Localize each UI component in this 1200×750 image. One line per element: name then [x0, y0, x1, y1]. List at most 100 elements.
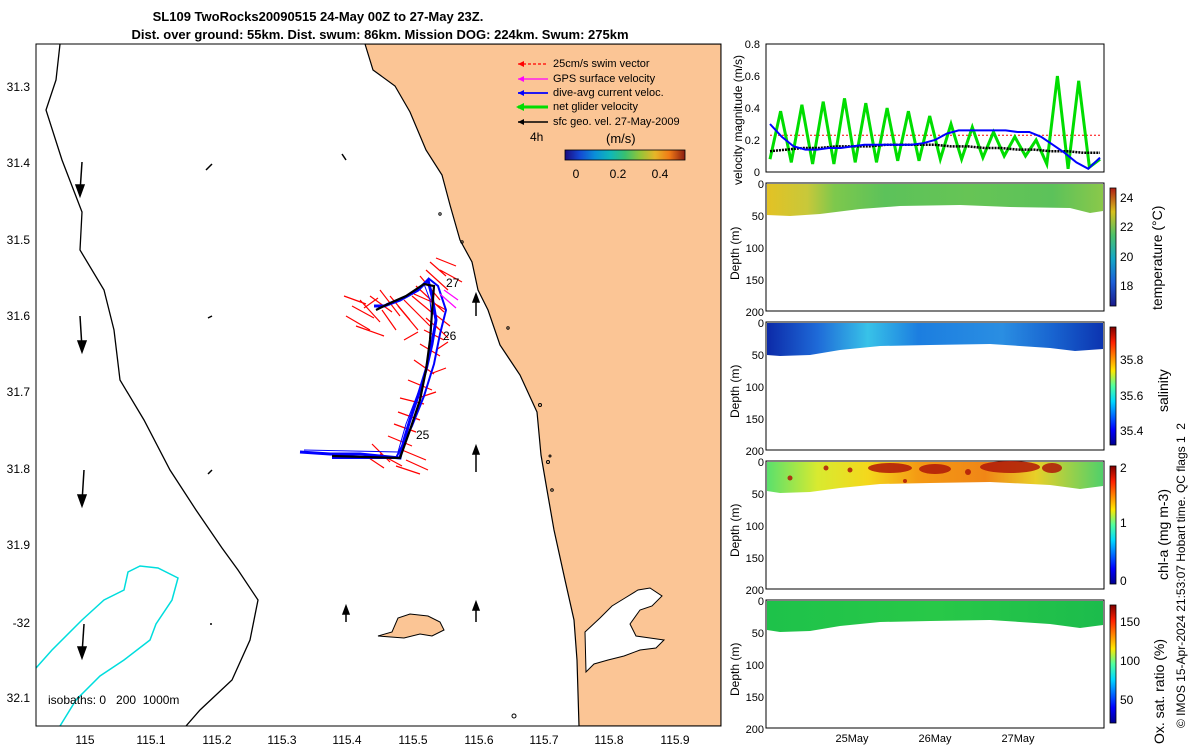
salinity-ylabel: Depth (m) [728, 365, 742, 418]
figure-title-line2: Dist. over ground: 55km. Dist. swum: 86k… [131, 27, 628, 42]
temperature-cbar-label: temperature (°C) [1149, 206, 1165, 310]
salinity-ytick: 100 [746, 382, 764, 394]
map-xtick: 115.4 [332, 733, 361, 747]
chla-ytick: 0 [758, 457, 764, 469]
velocity-ylabel: velocity magnitude (m/s) [731, 55, 745, 185]
figure-footer: © IMOS 15-Apr-2024 21:53:07 Hobart time.… [1174, 423, 1188, 728]
chla-ylabel: Depth (m) [728, 504, 742, 557]
map-legend: 25cm/s swim vector GPS surface velocity … [516, 58, 686, 181]
map-ytick: 31.4 [7, 156, 31, 170]
salinity-ytick: 0 [758, 318, 764, 330]
figure-title-line1: SL109 TwoRocks20090515 24-May 00Z to 27-… [153, 9, 484, 24]
legend-dive-avg: dive-avg current veloc. [553, 87, 664, 99]
map-hour-label: 4h [530, 130, 543, 144]
temperature-panel: 18 20 22 24 temperature (°C) Depth (m) 0… [728, 179, 1165, 319]
map-ytick: -32 [13, 616, 31, 630]
oxygen-ctick: 150 [1120, 615, 1140, 629]
chla-ctick: 1 [1120, 516, 1127, 530]
salinity-field [767, 323, 1103, 356]
map-xtick: 115.8 [594, 733, 623, 747]
map-reef-specks [438, 212, 554, 719]
map-xtick: 115.3 [267, 733, 296, 747]
temperature-ytick: 100 [746, 243, 764, 255]
chla-ytick: 100 [746, 521, 764, 533]
chla-ytick: 200 [746, 585, 764, 597]
temperature-ctick: 24 [1120, 191, 1134, 205]
oxygen-ctick: 100 [1120, 654, 1140, 668]
temperature-ctick: 18 [1120, 279, 1134, 293]
chla-colorbar [1109, 465, 1117, 585]
velocity-ytick-4: 0.8 [745, 39, 760, 51]
velocity-panel: 0 0.2 0.4 0.6 0.8 velocity magnitude (m/… [731, 39, 1105, 185]
map-xtick: 115.5 [398, 733, 427, 747]
map-colorbar [564, 149, 686, 161]
temperature-ylabel: Depth (m) [728, 227, 742, 280]
oxygen-ctick: 50 [1120, 693, 1134, 707]
chla-ctick: 2 [1120, 461, 1127, 475]
time-xtick-25may: 25May [835, 733, 869, 745]
chla-ytick: 50 [752, 489, 764, 501]
map-isobath-1000 [36, 565, 179, 726]
temperature-ytick: 150 [746, 275, 764, 287]
map-ytick: 31.7 [7, 385, 31, 399]
chla-ytick: 150 [746, 553, 764, 565]
salinity-ctick: 35.8 [1120, 353, 1144, 367]
velocity-ytick-3: 0.6 [745, 71, 760, 83]
temperature-ytick: 200 [746, 307, 764, 319]
oxygen-cbar-label: Ox. sat. ratio (%) [1151, 639, 1167, 744]
oxygen-ylabel: Depth (m) [728, 643, 742, 696]
chla-panel: 0 1 2 chl-a (mg m-3) Depth (m) 0 50 100 … [728, 457, 1171, 597]
legend-gps-velocity: GPS surface velocity [553, 73, 656, 85]
legend-swim-vector: 25cm/s swim vector [553, 58, 650, 70]
oxygen-ytick: 0 [758, 596, 764, 608]
velocity-sfc-geo-line [769, 143, 1100, 155]
velocity-dive-avg-line [769, 123, 1101, 171]
oxygen-ytick: 150 [746, 692, 764, 704]
map-inlet [584, 587, 666, 674]
salinity-panel: 35.4 35.6 35.8 salinity Depth (m) 0 50 1… [728, 318, 1171, 458]
map-isobaths-label: isobaths: 0 200 1000m [48, 693, 179, 707]
temperature-ctick: 20 [1120, 250, 1134, 264]
map-xtick: 115.6 [464, 733, 493, 747]
map-colorbar-label: (m/s) [606, 131, 636, 146]
map-ytick: 31.5 [7, 233, 31, 247]
salinity-ytick: 50 [752, 350, 764, 362]
map-glider-track [331, 282, 436, 460]
map-panel: 25 26 27 25cm/s swim vector GPS surface … [7, 43, 722, 747]
map-ytick: 31.9 [7, 538, 31, 552]
chla-highconc-patches [787, 461, 1062, 483]
map-day-label-27: 27 [446, 276, 460, 290]
temperature-ytick: 50 [752, 211, 764, 223]
map-y-ticks: 31.3 31.4 31.5 31.6 31.7 31.8 31.9 -32 3… [7, 80, 31, 705]
oxygen-panel: 50 100 150 Ox. sat. ratio (%) Depth (m) … [728, 596, 1167, 745]
time-xtick-26may: 26May [918, 733, 952, 745]
legend-net-glider: net glider velocity [553, 101, 638, 113]
map-frame [35, 43, 722, 727]
velocity-ytick-0: 0 [754, 167, 760, 179]
chla-ctick: 0 [1120, 574, 1127, 588]
map-colorbar-tick-1: 0.2 [610, 167, 627, 181]
map-day-label-25: 25 [416, 428, 430, 442]
oxygen-colorbar [1109, 604, 1117, 724]
map-xtick: 115.7 [529, 733, 558, 747]
map-day-label-26: 26 [443, 329, 457, 343]
temperature-field [767, 184, 1103, 216]
velocity-ytick-1: 0.2 [745, 135, 760, 147]
chla-cbar-label: chl-a (mg m-3) [1155, 489, 1171, 580]
salinity-ctick: 35.4 [1120, 424, 1144, 438]
map-colorbar-tick-0: 0 [573, 167, 580, 181]
salinity-ytick: 200 [746, 446, 764, 458]
legend-sfc-geo: sfc geo. vel. 27-May-2009 [553, 116, 680, 128]
map-ytick: 31.8 [7, 462, 31, 476]
map-x-ticks: 115 115.1 115.2 115.3 115.4 115.5 115.6 … [75, 733, 689, 747]
map-ytick: 32.1 [7, 691, 31, 705]
salinity-ctick: 35.6 [1120, 389, 1144, 403]
temperature-colorbar [1109, 187, 1117, 307]
map-isobath-200 [45, 44, 259, 726]
map-colorbar-tick-2: 0.4 [652, 167, 669, 181]
oxygen-ytick: 50 [752, 628, 764, 640]
map-xtick: 115 [75, 733, 94, 747]
map-xtick: 115.1 [136, 733, 165, 747]
temperature-ytick: 0 [758, 179, 764, 191]
